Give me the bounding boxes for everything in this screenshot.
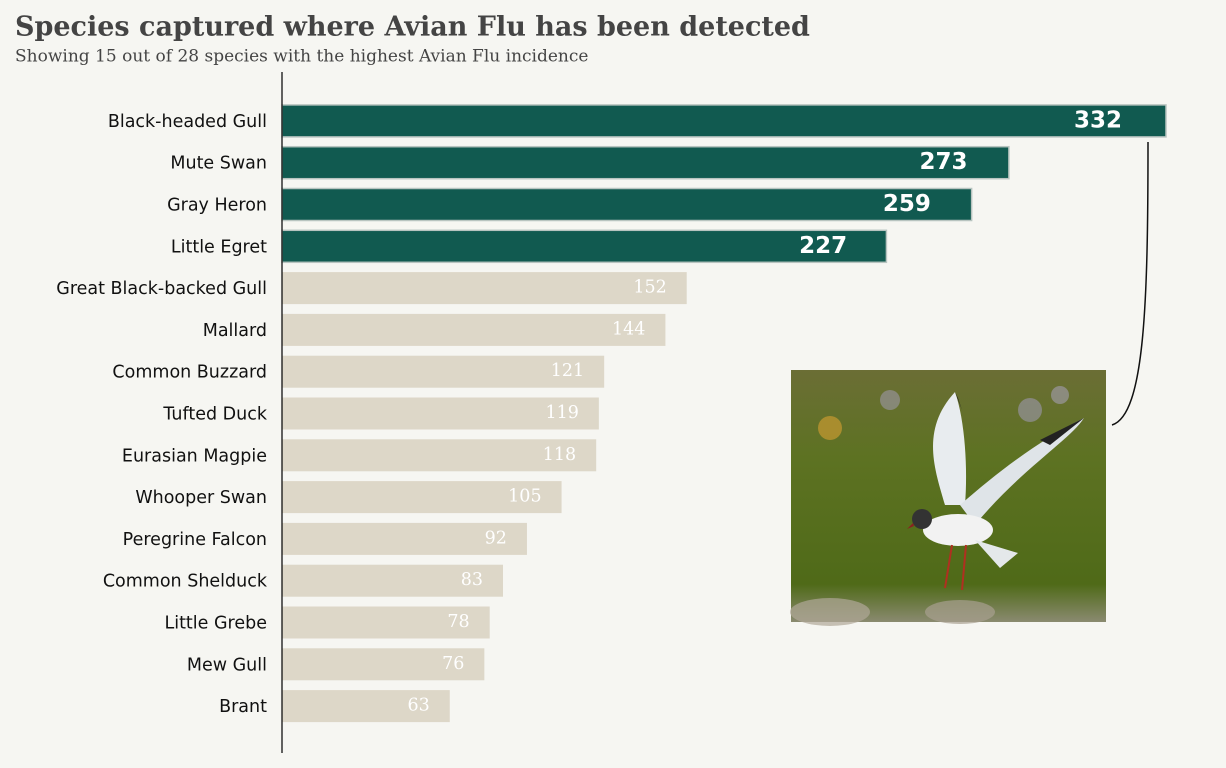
- value-label: 76: [442, 654, 464, 674]
- value-label: 332: [1074, 107, 1122, 133]
- chart-subtitle: Showing 15 out of 28 species with the hi…: [15, 47, 588, 67]
- bar: [282, 313, 666, 346]
- y-tick-label: Common Buzzard: [112, 363, 267, 383]
- bar: [282, 522, 527, 555]
- bar: [281, 229, 888, 264]
- annotation-line: [1111, 141, 1149, 426]
- chart-title: Species captured where Avian Flu has bee…: [15, 12, 810, 43]
- value-label: 273: [920, 149, 968, 175]
- y-tick-label: Common Shelduck: [103, 572, 268, 592]
- bar: [282, 272, 687, 305]
- value-label: 259: [883, 191, 931, 217]
- value-label: 152: [633, 278, 666, 298]
- value-label: 121: [551, 361, 584, 381]
- y-tick-label: Great Black-backed Gull: [56, 279, 267, 299]
- y-tick-label: Gray Heron: [167, 196, 267, 216]
- value-label: 118: [543, 445, 576, 465]
- y-tick-label: Eurasian Magpie: [122, 446, 267, 466]
- y-tick-label: Tufted Duck: [162, 405, 267, 425]
- y-tick-label: Brant: [219, 697, 267, 717]
- y-tick-label: Little Grebe: [164, 614, 267, 634]
- y-tick-label: Mew Gull: [187, 655, 267, 675]
- bar: [281, 104, 1167, 138]
- bar: [282, 397, 599, 430]
- bar: [282, 355, 605, 388]
- bar: [281, 187, 973, 222]
- bar: [282, 564, 503, 597]
- y-tick-label: Peregrine Falcon: [123, 530, 267, 550]
- bar: [281, 145, 1010, 180]
- value-label: 63: [407, 696, 429, 716]
- bar: [282, 648, 485, 681]
- bar: [282, 481, 562, 514]
- value-label: 78: [447, 612, 469, 632]
- value-label: 92: [485, 528, 507, 548]
- value-label: 144: [612, 319, 645, 339]
- y-tick-label: Little Egret: [171, 237, 267, 257]
- bar: [282, 606, 490, 639]
- value-label: 105: [508, 487, 541, 507]
- y-tick-label: Mute Swan: [170, 154, 267, 174]
- value-label: 83: [461, 570, 483, 590]
- bar: [282, 439, 597, 472]
- value-label: 227: [799, 233, 847, 259]
- y-tick-label: Whooper Swan: [135, 488, 267, 508]
- y-tick-label: Mallard: [203, 321, 267, 341]
- y-tick-label: Black-headed Gull: [108, 112, 267, 132]
- bar: [282, 690, 450, 723]
- value-label: 119: [545, 403, 578, 423]
- photo: [790, 370, 1106, 626]
